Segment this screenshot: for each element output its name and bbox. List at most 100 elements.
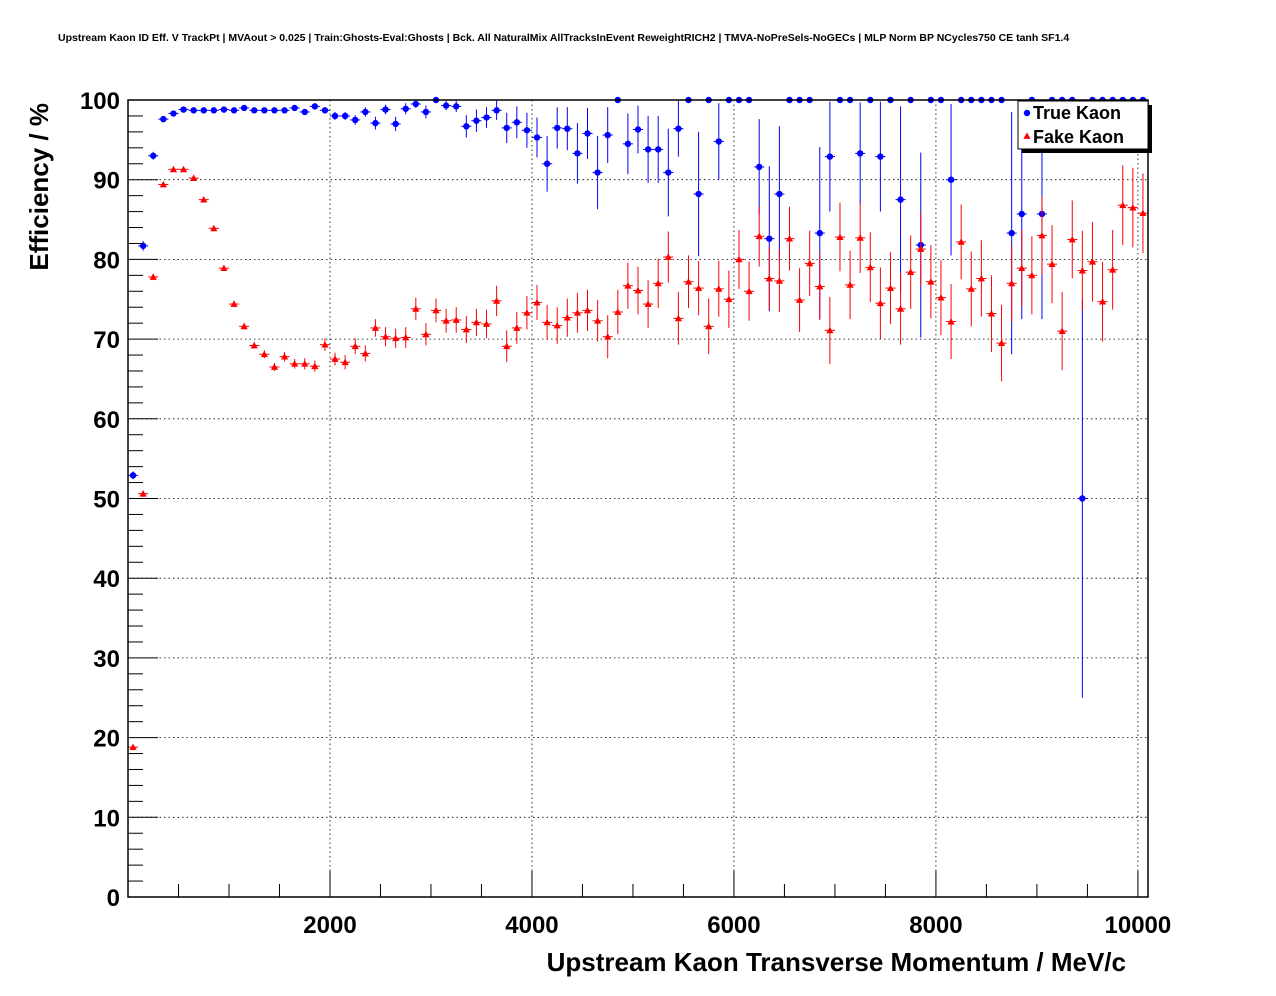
legend-marker-fake-kaon bbox=[1023, 132, 1031, 139]
data-point bbox=[917, 245, 925, 252]
data-point bbox=[493, 297, 501, 304]
data-point bbox=[523, 127, 531, 134]
data-point bbox=[1139, 209, 1147, 217]
data-point bbox=[503, 124, 510, 132]
data-point bbox=[947, 317, 955, 325]
data-point bbox=[634, 286, 642, 294]
data-point bbox=[210, 224, 218, 232]
data-point bbox=[695, 190, 702, 198]
data-point bbox=[261, 107, 268, 114]
data-point bbox=[594, 169, 601, 176]
data-point bbox=[251, 107, 258, 114]
data-point bbox=[604, 131, 611, 139]
data-point bbox=[381, 333, 390, 340]
data-point bbox=[170, 110, 177, 117]
data-point bbox=[927, 278, 935, 285]
x-tick-label: 2000 bbox=[303, 912, 356, 939]
data-point bbox=[684, 278, 693, 285]
data-point bbox=[462, 325, 470, 333]
data-point bbox=[352, 116, 359, 124]
data-point bbox=[674, 314, 682, 322]
data-point bbox=[291, 104, 298, 112]
data-point bbox=[513, 324, 521, 331]
data-point bbox=[180, 106, 187, 113]
data-point bbox=[220, 106, 228, 113]
data-point bbox=[301, 108, 308, 116]
grid bbox=[128, 100, 1148, 897]
data-point bbox=[543, 318, 551, 326]
data-point bbox=[1058, 327, 1066, 335]
data-point bbox=[483, 114, 490, 121]
data-point bbox=[523, 309, 531, 316]
data-point bbox=[907, 268, 915, 276]
data-point bbox=[584, 130, 591, 137]
data-point bbox=[715, 138, 722, 145]
data-point bbox=[1098, 298, 1107, 305]
data-point bbox=[553, 321, 561, 329]
data-point bbox=[190, 174, 198, 181]
data-point bbox=[341, 112, 349, 120]
data-point bbox=[240, 322, 248, 330]
data-point bbox=[1088, 258, 1097, 265]
data-point bbox=[179, 165, 188, 173]
data-point bbox=[533, 134, 541, 141]
data-point bbox=[362, 108, 369, 116]
y-tick-label: 0 bbox=[107, 885, 120, 912]
data-point bbox=[160, 115, 167, 123]
data-point bbox=[866, 263, 874, 271]
data-point bbox=[755, 163, 763, 171]
data-point bbox=[149, 273, 157, 280]
y-tick-label: 10 bbox=[93, 805, 120, 832]
x-tick-label: 4000 bbox=[505, 912, 558, 939]
legend-marker-true-kaon bbox=[1023, 109, 1031, 117]
data-point bbox=[816, 229, 823, 237]
data-point bbox=[665, 169, 672, 176]
data-point bbox=[230, 107, 238, 114]
data-point bbox=[816, 282, 824, 290]
data-point bbox=[422, 330, 430, 338]
y-tick-label: 30 bbox=[93, 646, 120, 673]
x-tick-label: 6000 bbox=[707, 912, 760, 939]
data-point bbox=[876, 299, 884, 307]
y-tick-label: 40 bbox=[93, 566, 120, 593]
data-point bbox=[321, 341, 329, 348]
data-point bbox=[331, 112, 339, 120]
data-point bbox=[664, 253, 672, 260]
y-tick-label: 70 bbox=[93, 327, 120, 354]
legend-label-fake-kaon: Fake Kaon bbox=[1033, 127, 1124, 147]
data-point bbox=[150, 152, 157, 159]
y-tick-label: 100 bbox=[80, 88, 120, 115]
data-point bbox=[200, 196, 208, 203]
data-point bbox=[583, 306, 592, 314]
data-point bbox=[795, 296, 804, 303]
data-point bbox=[1068, 235, 1076, 243]
data-point bbox=[997, 339, 1006, 346]
data-point bbox=[200, 107, 207, 114]
data-point bbox=[392, 334, 400, 342]
data-point bbox=[361, 349, 369, 357]
data-point bbox=[846, 281, 854, 288]
data-point bbox=[554, 124, 561, 132]
data-point bbox=[766, 235, 773, 242]
y-tick-label: 20 bbox=[93, 726, 120, 753]
data-point bbox=[1119, 201, 1127, 209]
y-tick-label: 50 bbox=[93, 487, 120, 514]
data-point bbox=[311, 103, 319, 110]
data-point bbox=[281, 107, 288, 114]
data-point bbox=[513, 119, 521, 126]
x-axis-title: Upstream Kaon Transverse Momentum / MeV/… bbox=[547, 947, 1126, 977]
data-point bbox=[564, 125, 571, 132]
data-point bbox=[331, 355, 339, 362]
data-point bbox=[291, 360, 299, 367]
data-point bbox=[412, 100, 420, 108]
series-layer bbox=[128, 96, 1148, 751]
data-point bbox=[402, 105, 409, 112]
data-point bbox=[654, 279, 662, 287]
data-point bbox=[755, 232, 763, 240]
data-point bbox=[382, 106, 389, 113]
data-point bbox=[1018, 210, 1025, 218]
data-point bbox=[836, 233, 844, 240]
data-point bbox=[482, 320, 491, 327]
data-point bbox=[351, 342, 359, 350]
data-point bbox=[1078, 266, 1086, 274]
